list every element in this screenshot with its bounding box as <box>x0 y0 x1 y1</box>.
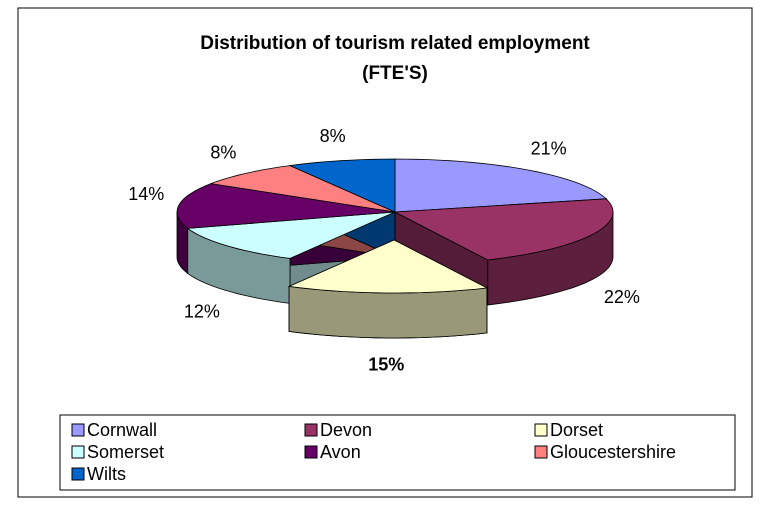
legend-label: Dorset <box>550 420 603 440</box>
data-label: 22% <box>604 287 640 307</box>
slice <box>287 239 489 294</box>
legend-swatch <box>71 467 85 481</box>
slice <box>176 183 396 229</box>
data-label: 8% <box>320 126 346 146</box>
chart-title: Distribution of tourism related employme… <box>200 33 590 54</box>
slice <box>393 198 614 261</box>
legend-label: Avon <box>320 442 361 462</box>
legend-swatch <box>71 423 85 437</box>
legend-swatch <box>304 445 318 459</box>
legend-label: Devon <box>320 420 372 440</box>
legend-swatch <box>534 423 548 437</box>
legend-label: Somerset <box>87 442 164 462</box>
slice <box>186 211 396 259</box>
legend-label: Wilts <box>87 464 126 484</box>
legend-swatch <box>71 445 85 459</box>
slice <box>288 158 396 213</box>
chart-subtitle: (FTE'S) <box>362 63 428 84</box>
data-label: 14% <box>128 184 164 204</box>
legend-box <box>59 414 736 491</box>
data-label: 21% <box>531 138 567 158</box>
data-label: 12% <box>184 302 220 322</box>
slice <box>394 158 608 213</box>
legend-label: Gloucestershire <box>550 442 676 462</box>
data-label: 8% <box>210 143 236 163</box>
legend-label: Cornwall <box>87 420 157 440</box>
slice <box>210 165 396 213</box>
legend-swatch <box>304 423 318 437</box>
legend-swatch <box>534 445 548 459</box>
data-label: 15% <box>368 355 404 375</box>
slice-side <box>288 285 488 339</box>
